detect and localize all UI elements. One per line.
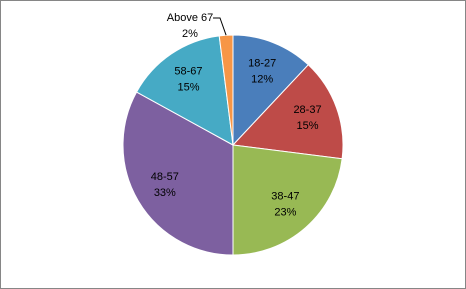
leader-line xyxy=(213,17,227,36)
category-label: 18-27 xyxy=(248,57,276,69)
value-label: 33% xyxy=(154,187,176,199)
pie-slice xyxy=(232,144,343,256)
value-label: 15% xyxy=(297,120,319,132)
value-label: 2% xyxy=(182,28,198,40)
category-label: Above 67 xyxy=(167,12,213,24)
category-label: 58-67 xyxy=(174,65,202,77)
category-label: 38-47 xyxy=(271,190,299,202)
value-label: 23% xyxy=(274,206,296,218)
pie-slice xyxy=(232,34,310,147)
pie-slice xyxy=(231,64,344,160)
value-label: 15% xyxy=(177,81,199,93)
pie-slice xyxy=(135,35,234,146)
pie-slice xyxy=(122,91,234,256)
value-label: 12% xyxy=(251,73,273,85)
category-label: 28-37 xyxy=(293,104,321,116)
category-label: 48-57 xyxy=(151,171,179,183)
